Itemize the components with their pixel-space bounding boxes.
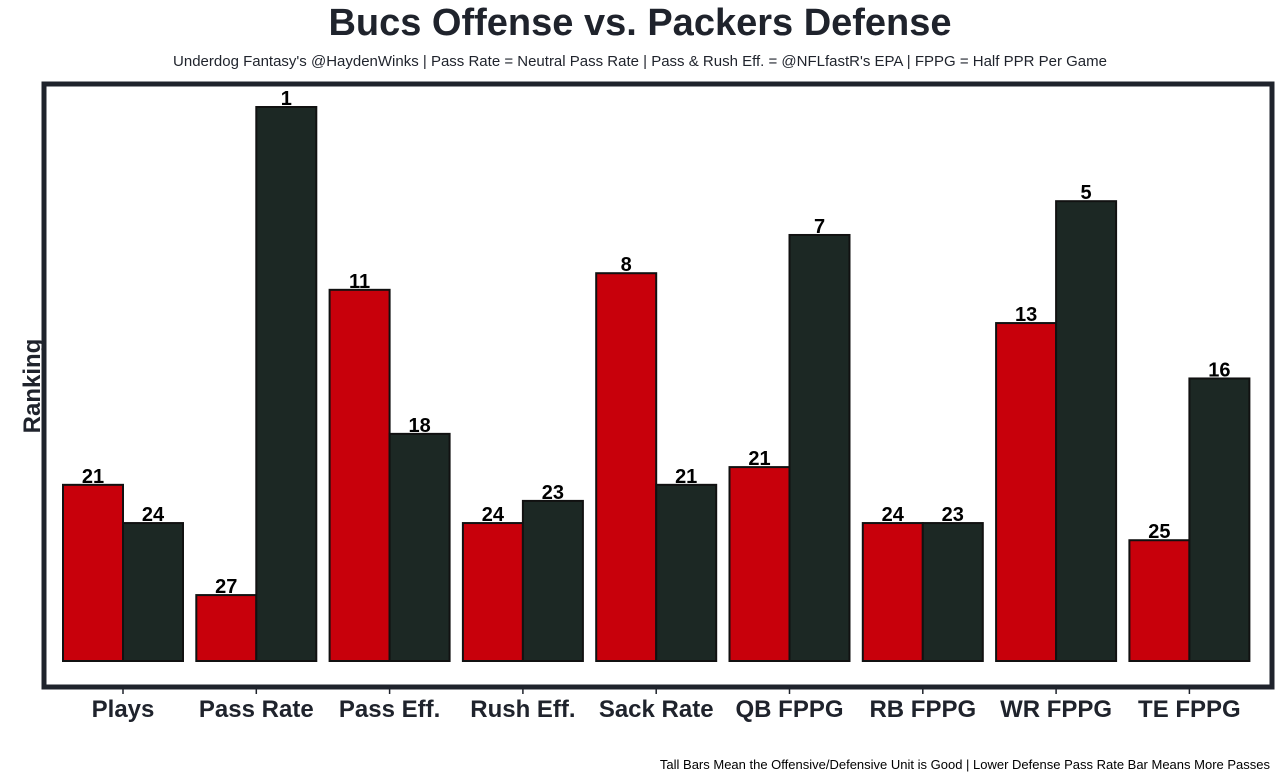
data-label: 24 (142, 504, 165, 526)
x-tick-label: Pass Eff. (339, 696, 440, 723)
data-label: 18 (408, 415, 430, 437)
bar-defense-rb-fppg (921, 522, 984, 663)
bar-defense-rush-eff- (521, 499, 584, 663)
data-label: 24 (882, 504, 905, 526)
data-label: 23 (542, 482, 564, 504)
data-label: 1 (281, 88, 292, 110)
x-tick-label: Sack Rate (599, 696, 714, 723)
data-label: 21 (748, 448, 770, 470)
data-label: 25 (1148, 521, 1170, 543)
data-label: 13 (1015, 304, 1037, 326)
bar-offense-wr-fppg (995, 322, 1058, 662)
data-label: 24 (482, 504, 505, 526)
x-tick-label: WR FPPG (1000, 696, 1112, 723)
data-label: 21 (675, 466, 697, 488)
data-label: 23 (942, 504, 964, 526)
x-tick-label: RB FPPG (869, 696, 976, 723)
bar-defense-plays (122, 522, 184, 663)
chart-caption: Tall Bars Mean the Offensive/Defensive U… (659, 757, 1270, 772)
bar-defense-wr-fppg (1055, 200, 1118, 662)
data-label: 8 (621, 254, 632, 276)
bar-offense-pass-rate (195, 594, 258, 662)
data-label: 5 (1081, 182, 1092, 204)
chart-subtitle: Underdog Fantasy's @HaydenWinks | Pass R… (173, 53, 1107, 70)
bar-offense-te-fppg (1128, 539, 1191, 663)
data-label: 7 (814, 216, 825, 238)
data-label: 11 (349, 271, 370, 293)
bar-defense-pass-eff- (388, 432, 451, 662)
bar-offense-qb-fppg (728, 466, 791, 662)
plot-frame (41, 81, 1275, 690)
x-tick-label: Plays (92, 696, 155, 723)
bar-offense-rb-fppg (861, 522, 924, 663)
bar-offense-rush-eff- (461, 522, 524, 663)
data-label: 27 (215, 576, 237, 598)
data-label: 16 (1208, 359, 1230, 381)
x-tick-label: Rush Eff. (470, 696, 575, 723)
bar-offense-sack-rate (595, 272, 658, 662)
x-tick-label: Pass Rate (199, 696, 314, 723)
bar-offense-plays (62, 483, 124, 662)
bar-defense-pass-rate (255, 106, 318, 662)
data-label: 21 (82, 466, 104, 488)
bar-offense-pass-eff- (328, 288, 391, 662)
bar-defense-sack-rate (655, 483, 718, 662)
bar-defense-te-fppg (1188, 377, 1251, 662)
x-tick-label: QB FPPG (735, 696, 843, 723)
bar-defense-qb-fppg (788, 233, 851, 662)
chart-title: Bucs Offense vs. Packers Defense (328, 2, 952, 44)
x-tick-label: TE FPPG (1138, 696, 1241, 723)
